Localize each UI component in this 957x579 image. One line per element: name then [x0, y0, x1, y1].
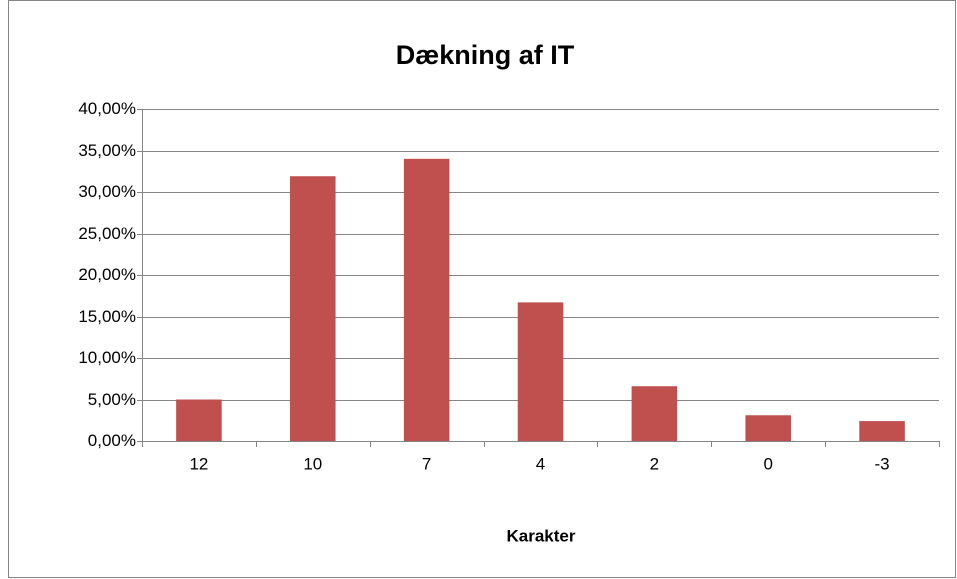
y-tick-label: 5,00% — [88, 390, 136, 409]
bar — [859, 421, 905, 441]
chart-title: Dækning af IT — [396, 40, 575, 70]
y-tick-label: 30,00% — [78, 182, 136, 201]
bar — [631, 386, 678, 441]
bar — [176, 399, 222, 441]
y-tick-label: 20,00% — [78, 265, 136, 284]
x-tick-label: 0 — [763, 454, 772, 473]
y-tick-label: 10,00% — [78, 348, 136, 367]
x-tick-label: 12 — [189, 454, 208, 473]
chart-frame — [8, 0, 956, 578]
bar — [403, 158, 450, 442]
x-tick-label: 7 — [422, 454, 431, 473]
y-tick-label: 35,00% — [78, 141, 136, 160]
y-tick-label: 0,00% — [88, 431, 136, 450]
y-tick-label: 15,00% — [78, 307, 136, 326]
x-tick-label: 10 — [303, 454, 322, 473]
x-axis-title: Karakter — [507, 526, 576, 545]
bar — [517, 302, 564, 441]
x-tick-label: 4 — [536, 454, 545, 473]
bar — [745, 415, 791, 441]
y-tick-label: 40,00% — [78, 99, 136, 118]
x-tick-label: -3 — [875, 454, 890, 473]
bar — [290, 176, 336, 442]
x-tick-label: 2 — [650, 454, 659, 473]
y-tick-label: 25,00% — [78, 224, 136, 243]
